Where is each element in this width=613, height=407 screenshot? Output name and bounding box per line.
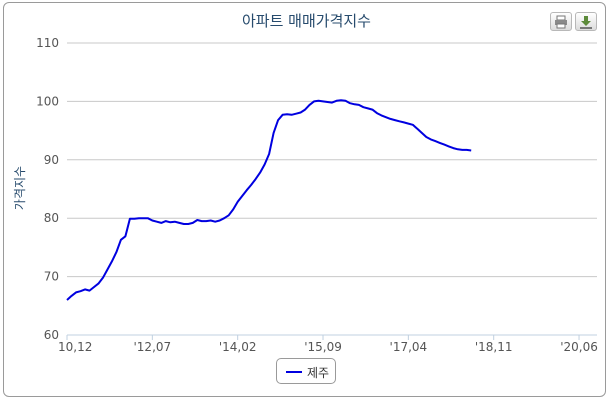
y-axis-label: 가격지수 (13, 166, 27, 210)
print-button[interactable] (550, 12, 572, 31)
chart-frame (3, 2, 606, 397)
y-tick-label: 100 (36, 94, 59, 108)
download-button[interactable] (575, 12, 597, 31)
x-tick-label: '12,07 (134, 340, 172, 354)
legend[interactable]: 제주 (276, 358, 336, 384)
x-axis-ticks: 10,12 '12,07 '14,02 '15,09 '17,04 '18,11 '20,0… (58, 335, 598, 354)
y-tick-label: 90 (44, 153, 59, 167)
y-axis-ticks: 60 70 80 90 100 110 (36, 36, 59, 342)
series-group (66, 99, 472, 301)
y-tick-label: 110 (36, 36, 59, 50)
x-tick-label: '20,06 (560, 340, 598, 354)
y-tick-label: 60 (44, 328, 59, 342)
print-icon (555, 15, 567, 29)
series-line[interactable] (66, 99, 472, 301)
legend-item-label: 제주 (307, 366, 330, 380)
x-tick-label: '18,11 (475, 340, 513, 354)
download-icon (580, 16, 592, 29)
x-tick-label: '17,04 (390, 340, 428, 354)
x-tick-label: '15,09 (304, 340, 342, 354)
y-tick-label: 70 (44, 270, 59, 284)
legend-swatch (286, 371, 302, 373)
x-tick-label: 10,12 (58, 340, 92, 354)
x-tick-label: '14,02 (219, 340, 257, 354)
grid-lines (67, 42, 597, 278)
y-tick-label: 80 (44, 211, 59, 225)
chart-title: 아파트 매매가격지수 (242, 12, 371, 30)
